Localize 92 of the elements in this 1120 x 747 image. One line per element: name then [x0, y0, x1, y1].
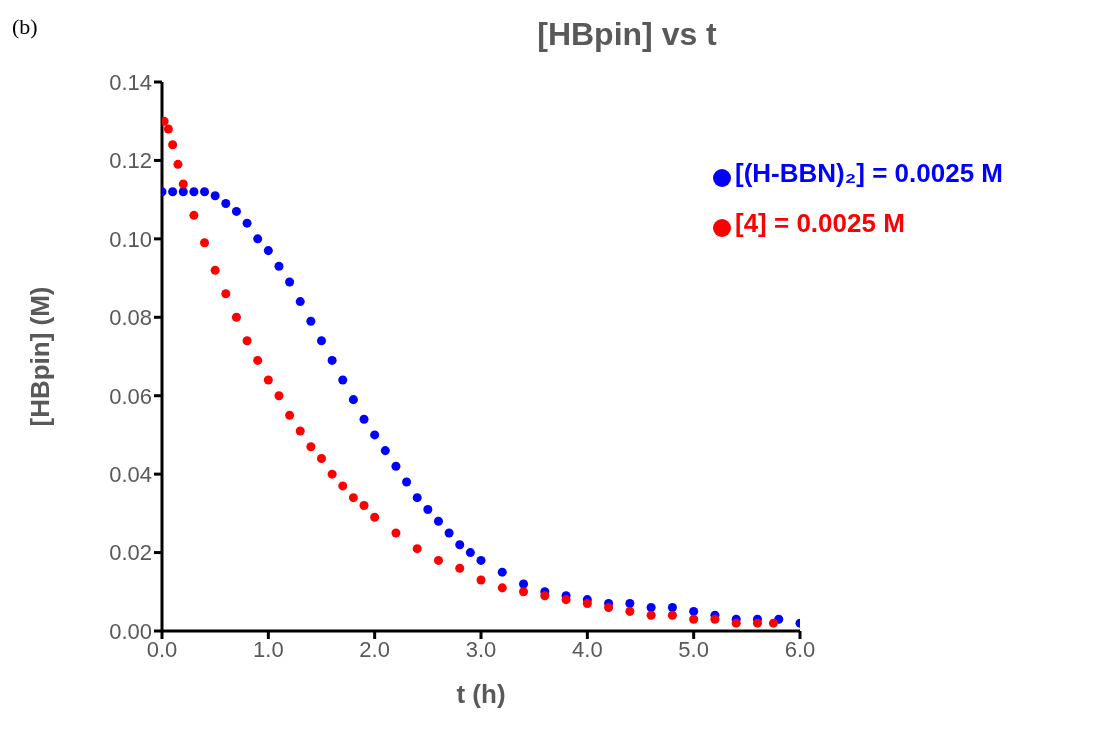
point	[433, 516, 443, 526]
point	[253, 234, 263, 244]
point	[295, 426, 305, 436]
point	[476, 555, 486, 565]
x-tick-label: 1.0	[253, 636, 284, 662]
point	[178, 187, 188, 197]
point	[455, 540, 465, 550]
point	[465, 548, 475, 558]
point	[433, 555, 443, 565]
point	[689, 606, 699, 616]
point	[221, 289, 231, 299]
point	[221, 199, 231, 209]
point	[689, 614, 699, 624]
point	[423, 504, 433, 514]
legend-label: [4] = 0.0025 M	[735, 208, 905, 238]
point	[306, 442, 316, 452]
point	[173, 159, 183, 169]
point	[295, 297, 305, 307]
point	[253, 355, 263, 365]
point	[646, 610, 656, 620]
point	[274, 261, 284, 271]
legend-label: [(H-BBN)₂] = 0.0025 M	[735, 158, 1003, 188]
x-tick-label: 5.0	[678, 636, 709, 662]
point	[710, 614, 720, 624]
point	[178, 179, 188, 189]
point	[561, 595, 571, 605]
point	[338, 375, 348, 385]
point	[497, 567, 507, 577]
point	[667, 602, 677, 612]
y-tick-label: 0.08	[109, 305, 152, 331]
y-tick-label: 0.06	[109, 383, 152, 409]
point	[163, 124, 173, 134]
point	[625, 606, 635, 616]
point	[306, 316, 316, 326]
text: (b)	[12, 14, 38, 40]
point	[168, 187, 178, 197]
x-tick-label: 2.0	[359, 636, 390, 662]
y-axis-title: [HBpin] (M)	[25, 286, 56, 427]
y-tick-label: 0.04	[109, 461, 152, 487]
point	[231, 206, 241, 216]
point	[274, 391, 284, 401]
point	[370, 512, 380, 522]
point	[242, 218, 252, 228]
point	[391, 528, 401, 538]
point	[519, 587, 529, 597]
point	[348, 395, 358, 405]
point	[768, 618, 778, 628]
point	[168, 140, 178, 150]
point	[210, 265, 220, 275]
point	[402, 477, 412, 487]
point	[731, 618, 741, 628]
point	[540, 591, 550, 601]
x-tick-label: 6.0	[784, 636, 816, 662]
point	[752, 618, 762, 628]
point	[285, 410, 295, 420]
point	[582, 599, 592, 609]
point	[380, 446, 390, 456]
point	[359, 414, 369, 424]
x-tick-label: 4.0	[572, 636, 603, 662]
x-tick-label: 3.0	[465, 636, 497, 662]
point	[391, 461, 401, 471]
point	[285, 277, 295, 287]
point	[455, 563, 465, 573]
point	[231, 312, 241, 322]
y-tick-label: 0.14	[109, 69, 152, 95]
point	[327, 355, 337, 365]
point	[200, 238, 210, 248]
point	[667, 610, 677, 620]
point	[444, 528, 454, 538]
point	[200, 187, 210, 197]
point	[316, 336, 327, 346]
point	[210, 191, 220, 201]
point	[359, 501, 369, 511]
point	[497, 583, 507, 593]
point	[412, 544, 422, 554]
chart-title: [HBpin] vs t	[536, 16, 718, 53]
point	[348, 493, 358, 503]
x-axis-title: t (h)	[456, 679, 506, 709]
point	[316, 453, 327, 463]
point	[242, 336, 252, 346]
y-tick-label: 0.10	[109, 226, 152, 252]
y-tick-label: 0.02	[109, 540, 152, 566]
point	[263, 246, 273, 256]
point	[476, 575, 486, 585]
point	[370, 430, 380, 440]
point	[189, 187, 199, 197]
point	[189, 210, 199, 220]
point	[263, 375, 273, 385]
point	[338, 481, 348, 491]
y-tick-label: 0.12	[109, 148, 152, 174]
point	[412, 493, 422, 503]
point	[327, 469, 337, 479]
